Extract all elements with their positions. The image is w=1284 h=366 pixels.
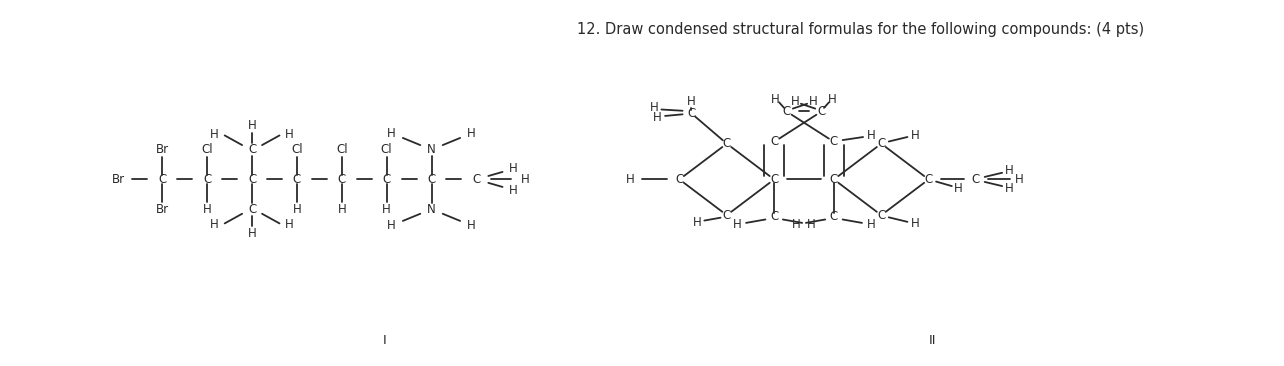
Text: H: H [211, 128, 220, 141]
Text: H: H [770, 93, 779, 106]
Text: C: C [723, 137, 731, 150]
Text: H: H [867, 218, 876, 231]
Text: H: H [867, 129, 876, 142]
Text: C: C [473, 173, 480, 186]
Text: Br: Br [155, 203, 169, 216]
Text: H: H [293, 203, 302, 216]
Text: H: H [510, 184, 519, 197]
Text: H: H [211, 218, 220, 231]
Text: H: H [388, 127, 395, 140]
Text: C: C [248, 203, 257, 216]
Text: C: C [687, 107, 696, 120]
Text: Cl: Cl [202, 142, 213, 156]
Text: C: C [338, 173, 345, 186]
Text: N: N [428, 203, 435, 216]
Text: H: H [954, 182, 963, 194]
Text: H: H [650, 101, 659, 115]
Text: H: H [808, 218, 815, 231]
Text: H: H [910, 128, 919, 142]
Text: Cl: Cl [291, 142, 303, 156]
Text: Br: Br [112, 173, 125, 186]
Text: C: C [829, 173, 838, 186]
Text: C: C [924, 173, 932, 186]
Text: H: H [828, 93, 837, 106]
Text: C: C [248, 173, 257, 186]
Text: H: H [654, 111, 663, 124]
Text: C: C [818, 105, 826, 118]
Text: H: H [383, 203, 392, 216]
Text: H: H [692, 216, 701, 229]
Text: C: C [829, 135, 838, 148]
Text: C: C [203, 173, 212, 186]
Text: H: H [467, 219, 476, 232]
Text: H: H [732, 218, 741, 231]
Text: C: C [428, 173, 435, 186]
Text: II: II [928, 334, 936, 347]
Text: C: C [829, 210, 838, 224]
Text: C: C [770, 210, 778, 224]
Text: H: H [792, 218, 801, 231]
Text: H: H [203, 203, 212, 216]
Text: H: H [910, 217, 919, 230]
Text: H: H [248, 119, 257, 132]
Text: C: C [293, 173, 300, 186]
Text: Cl: Cl [381, 142, 393, 156]
Text: C: C [383, 173, 390, 186]
Text: H: H [388, 219, 395, 232]
Text: Br: Br [155, 142, 169, 156]
Text: N: N [428, 143, 435, 156]
Text: H: H [1005, 164, 1014, 178]
Text: H: H [809, 95, 817, 108]
Text: H: H [510, 162, 519, 175]
Text: C: C [248, 143, 257, 156]
Text: C: C [877, 209, 886, 222]
Text: C: C [972, 173, 980, 186]
Text: C: C [782, 105, 791, 118]
Text: H: H [625, 173, 634, 186]
Text: H: H [248, 227, 257, 240]
Text: C: C [675, 173, 683, 186]
Text: C: C [770, 173, 778, 186]
Text: C: C [770, 135, 778, 148]
Text: Cl: Cl [336, 142, 348, 156]
Text: C: C [877, 137, 886, 150]
Text: H: H [338, 203, 347, 216]
Text: H: H [521, 173, 530, 186]
Text: H: H [687, 95, 696, 108]
Text: C: C [723, 209, 731, 222]
Text: H: H [791, 95, 800, 108]
Text: H: H [1005, 182, 1014, 194]
Text: I: I [383, 334, 386, 347]
Text: 12. Draw condensed structural formulas for the following compounds: (4 pts): 12. Draw condensed structural formulas f… [578, 22, 1144, 37]
Text: C: C [158, 173, 167, 186]
Text: H: H [285, 218, 294, 231]
Text: H: H [285, 128, 294, 141]
Text: H: H [467, 127, 476, 140]
Text: H: H [1016, 173, 1023, 186]
